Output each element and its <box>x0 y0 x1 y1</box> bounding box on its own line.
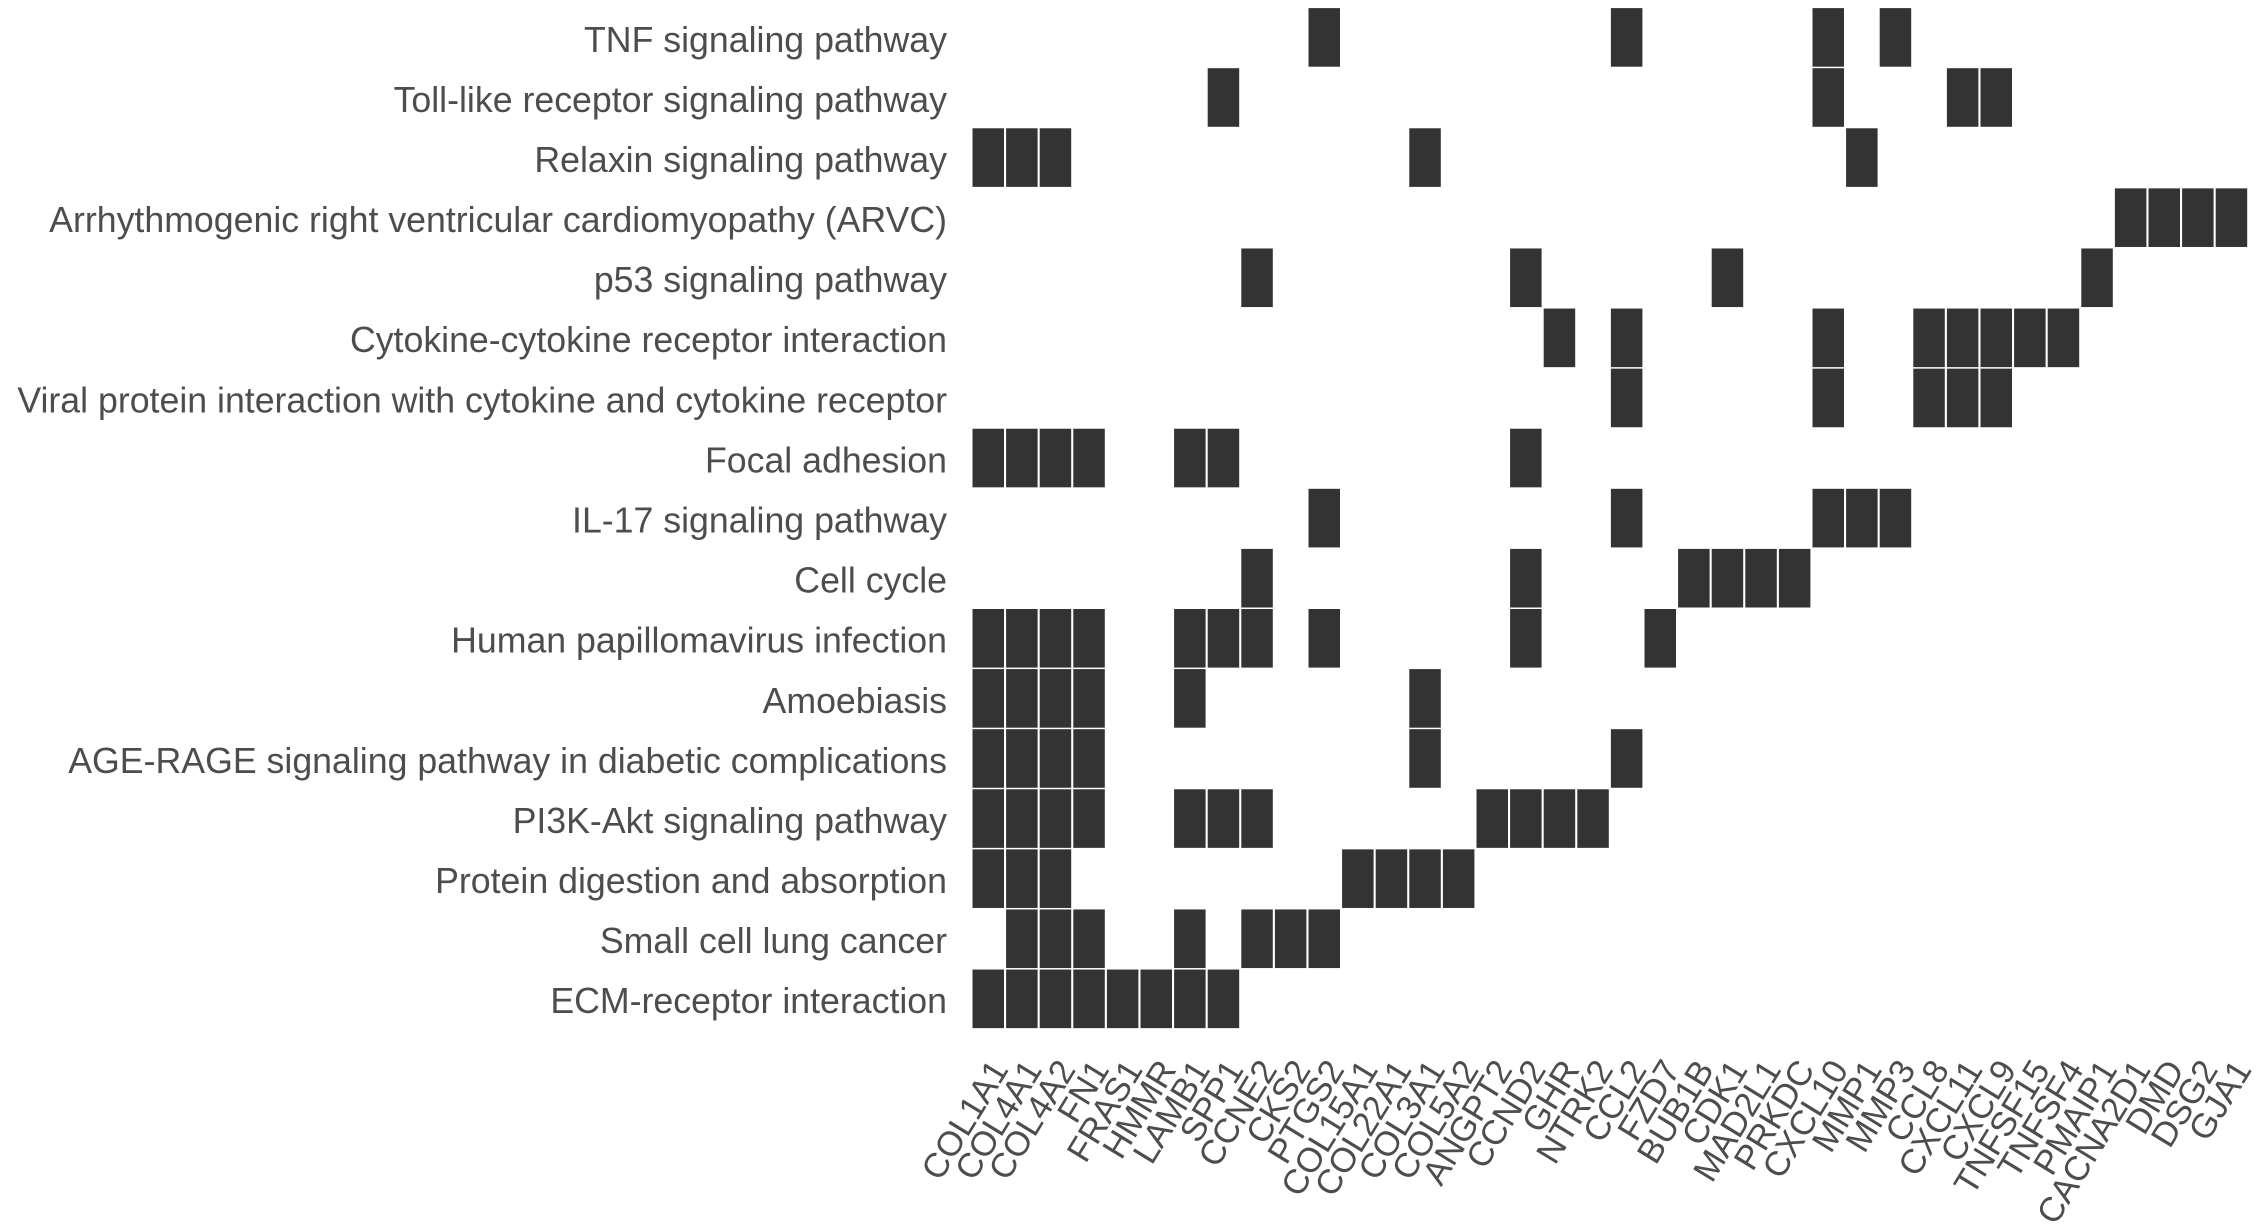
svg-text:Cell cycle: Cell cycle <box>794 561 947 601</box>
svg-text:ECM-receptor interaction: ECM-receptor interaction <box>550 981 947 1021</box>
svg-text:Arrhythmogenic right ventricul: Arrhythmogenic right ventricular cardiom… <box>49 200 947 240</box>
svg-text:Focal adhesion: Focal adhesion <box>705 440 947 480</box>
svg-text:Small cell lung cancer: Small cell lung cancer <box>600 921 947 961</box>
svg-text:Cytokine-cytokine receptor int: Cytokine-cytokine receptor interaction <box>350 320 947 360</box>
svg-text:Amoebiasis: Amoebiasis <box>763 681 947 721</box>
svg-text:Toll-like receptor signaling p: Toll-like receptor signaling pathway <box>394 80 948 120</box>
svg-text:Relaxin signaling pathway: Relaxin signaling pathway <box>534 140 947 180</box>
svg-text:PI3K-Akt signaling pathway: PI3K-Akt signaling pathway <box>513 801 948 841</box>
svg-text:Human papillomavirus infection: Human papillomavirus infection <box>451 621 947 661</box>
svg-text:Viral protein interaction with: Viral protein interaction with cytokine … <box>17 380 947 420</box>
svg-text:p53 signaling pathway: p53 signaling pathway <box>594 260 947 300</box>
svg-text:IL-17 signaling pathway: IL-17 signaling pathway <box>572 501 947 541</box>
svg-text:Protein digestion and absorpti: Protein digestion and absorption <box>435 861 947 901</box>
svg-text:TNF signaling pathway: TNF signaling pathway <box>584 20 947 60</box>
svg-text:AGE-RAGE signaling pathway in: AGE-RAGE signaling pathway in diabetic c… <box>68 741 947 781</box>
